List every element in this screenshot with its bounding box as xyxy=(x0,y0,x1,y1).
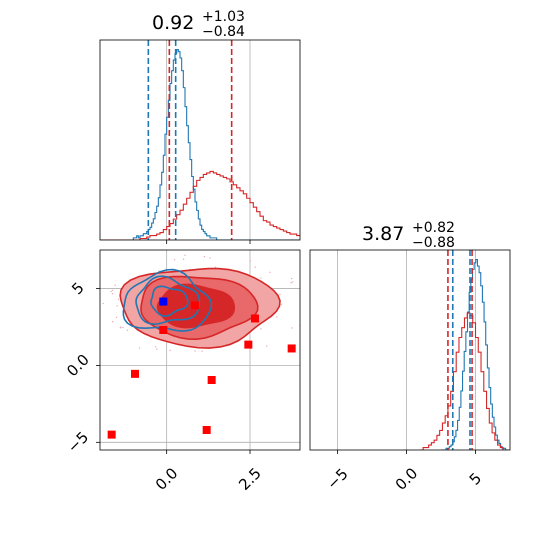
sample-dot xyxy=(138,347,141,349)
sample-dot xyxy=(291,327,293,329)
blue-contour-2 xyxy=(122,268,213,332)
sample-dot xyxy=(102,302,104,305)
bottom-right-histogram-panel: −5 0.0 5 xyxy=(309,249,511,494)
top-left-title: 0.92 +1.03 −0.84 xyxy=(152,9,245,40)
sample-dot xyxy=(249,260,252,262)
histogram-step-red-1 xyxy=(100,170,300,240)
sample-dot xyxy=(280,303,283,306)
sample-dot xyxy=(119,327,121,329)
sample-dot xyxy=(155,346,157,348)
sample-dot xyxy=(93,292,94,293)
bottom-right-title-lower: −0.88 xyxy=(412,235,455,251)
sample-dot xyxy=(292,281,294,283)
sample-dot xyxy=(111,320,114,323)
top-left-title-value: 0.92 xyxy=(152,12,194,34)
sample-dot xyxy=(184,254,186,257)
sample-dot xyxy=(269,271,271,273)
sample-dot xyxy=(114,284,116,286)
sample-dot xyxy=(182,258,185,260)
sample-dot xyxy=(111,293,114,295)
blue-contour-0 xyxy=(150,285,189,317)
sample-dot xyxy=(115,316,118,319)
histogram-frame xyxy=(309,249,511,451)
sample-dot xyxy=(276,316,278,318)
x-tick-label-0: −5 xyxy=(323,465,351,493)
histogram-frame xyxy=(99,39,301,241)
sample-dot xyxy=(122,326,124,329)
histogram-step-blue-0 xyxy=(113,48,300,240)
sample-dot xyxy=(173,258,176,261)
red-square-marker-1 xyxy=(251,314,259,323)
histogram-step-red-1 xyxy=(420,312,509,450)
sample-dot xyxy=(260,328,262,330)
sample-dot xyxy=(254,266,256,268)
bottom-right-title: 3.87 +0.82 −0.88 xyxy=(362,220,455,251)
sample-dot xyxy=(203,255,206,258)
histogram-plot-area xyxy=(100,40,300,240)
sample-dot xyxy=(169,349,171,352)
red-square-marker-3 xyxy=(244,340,253,349)
sample-dot xyxy=(201,350,203,352)
sample-dot xyxy=(266,345,268,347)
sample-dot xyxy=(93,317,94,318)
contour-plot-area xyxy=(93,254,300,439)
sample-dot xyxy=(290,281,292,284)
top-left-histogram-panel xyxy=(99,39,301,244)
histogram-step-blue-0 xyxy=(441,258,510,450)
red-square-marker-4 xyxy=(287,344,296,353)
sample-dot xyxy=(116,305,118,307)
sample-dot xyxy=(209,257,211,259)
sample-dot xyxy=(111,289,114,291)
sample-dot xyxy=(117,298,120,301)
contour-frame xyxy=(99,249,301,451)
y-tick-label-2: 5 xyxy=(68,279,87,298)
bottom-right-title-upper: +0.82 xyxy=(412,220,455,236)
x-tick-label-1: 0.0 xyxy=(392,464,422,494)
sample-dot xyxy=(194,350,196,352)
sample-dot xyxy=(279,293,281,295)
red-square-marker-6 xyxy=(207,376,216,384)
y-tick-label-0: −5 xyxy=(64,428,92,456)
sample-dot xyxy=(214,266,217,268)
top-left-title-lower: −0.84 xyxy=(202,24,245,40)
red-square-marker-8 xyxy=(202,426,211,434)
x-tick-label-0: 0.0 xyxy=(152,464,182,494)
sample-dot xyxy=(110,290,112,293)
sample-dot xyxy=(126,329,129,331)
y-tick-label-1: 0.0 xyxy=(63,351,93,381)
red-square-marker-0 xyxy=(191,301,199,310)
red-square-marker-5 xyxy=(131,369,139,378)
bottom-right-title-value: 3.87 xyxy=(362,223,404,245)
red-square-marker-7 xyxy=(107,430,116,439)
red-square-marker-2 xyxy=(159,326,168,334)
sample-dot xyxy=(260,277,262,279)
bottom-left-contour-panel: 0.0 2.5 −5 0.0 5 xyxy=(63,249,301,494)
x-tick-label-1: 2.5 xyxy=(235,464,265,494)
x-tick-label-2: 5 xyxy=(466,469,485,488)
top-left-title-upper: +1.03 xyxy=(202,9,245,25)
histogram-plot-area xyxy=(420,250,510,450)
blue-square-marker-0 xyxy=(159,297,168,306)
sample-dot xyxy=(156,348,158,350)
sample-dot xyxy=(290,277,293,280)
blue-contour-1 xyxy=(135,275,201,325)
